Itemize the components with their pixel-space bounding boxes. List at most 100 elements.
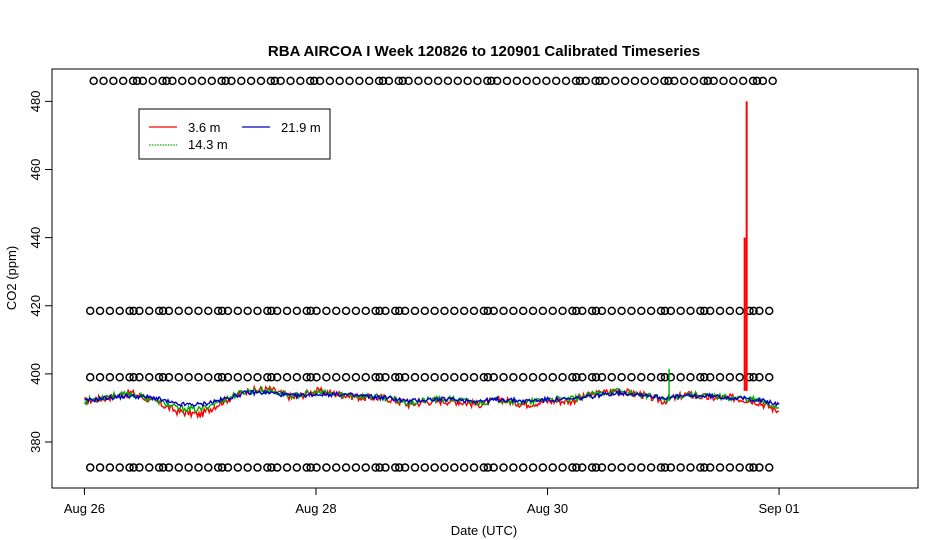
calibration-point <box>420 463 430 472</box>
calibration-point <box>351 463 361 472</box>
calibration-point <box>355 76 364 86</box>
calibration-point <box>115 373 124 382</box>
calibration-point <box>272 463 282 472</box>
calibration-point <box>748 76 758 86</box>
calibration-point <box>374 76 384 86</box>
calibration-point <box>483 76 492 86</box>
calibration-point <box>578 463 587 472</box>
calibration-row <box>89 76 777 86</box>
calibration-point <box>572 463 581 472</box>
calibration-point <box>528 463 538 472</box>
calibration-point <box>217 76 226 86</box>
calibration-point <box>145 306 154 316</box>
calibration-point <box>424 76 433 86</box>
calibration-point <box>381 306 390 316</box>
calibration-point <box>129 373 138 382</box>
calibration-point <box>597 306 607 316</box>
calibration-point <box>735 373 744 382</box>
calibration-point <box>305 76 315 86</box>
calibration-point <box>660 463 670 472</box>
calibration-row <box>85 306 774 316</box>
calibration-point <box>607 463 617 472</box>
calibration-point <box>558 306 567 316</box>
calibration-point <box>558 463 567 472</box>
calibration-point <box>221 76 230 86</box>
calibration-point <box>700 306 709 316</box>
calibration-point <box>479 373 489 382</box>
calibration-point <box>440 373 449 382</box>
calibration-point <box>213 463 223 472</box>
calibration-point <box>420 306 430 316</box>
calibration-point <box>627 463 636 472</box>
calibration-point <box>433 76 443 86</box>
series-lines <box>83 101 780 420</box>
calibration-point <box>630 76 640 86</box>
calibration-point <box>752 76 762 86</box>
calibration-point <box>204 306 213 316</box>
calibration-point <box>469 306 479 316</box>
calibration-point <box>676 373 685 382</box>
series-3-6m-line <box>84 384 780 420</box>
calibration-point <box>715 306 725 316</box>
calibration-point <box>561 76 571 86</box>
calibration-point <box>528 306 538 316</box>
calibration-point <box>528 373 538 382</box>
calibration-point <box>764 306 774 316</box>
calibration-point <box>184 463 193 472</box>
calibration-point <box>489 463 498 472</box>
calibration-point <box>125 306 134 316</box>
calibration-point <box>345 76 354 86</box>
calibration-point <box>306 373 315 382</box>
calibration-point <box>375 373 384 382</box>
calibration-point <box>398 76 407 86</box>
calibration-point <box>755 306 764 316</box>
calibration-point <box>263 306 272 316</box>
calibration-point <box>473 76 482 86</box>
calibration-point <box>204 373 213 382</box>
calibration-point <box>610 76 620 86</box>
calibration-point <box>414 76 423 86</box>
y-axis: 380 400 420 440 460 480 <box>28 91 53 453</box>
calibration-point <box>591 373 601 382</box>
calibration-point <box>162 76 171 86</box>
calibration-point <box>715 373 725 382</box>
calibration-point <box>538 306 548 316</box>
calibration-point <box>715 463 725 472</box>
calibration-point <box>115 463 124 472</box>
calibration-point <box>253 306 262 316</box>
calibration-point <box>705 306 715 316</box>
calibration-point <box>430 306 439 316</box>
calibration-point <box>267 373 276 382</box>
calibration-point <box>617 373 626 382</box>
calibration-point <box>627 306 636 316</box>
calibration-point <box>518 306 528 316</box>
calibration-point <box>440 306 449 316</box>
legend-box <box>138 108 331 160</box>
legend-label-3-6m: 3.6 m <box>188 120 221 135</box>
calibration-point <box>89 76 98 86</box>
calibration-point <box>322 306 331 316</box>
calibration-point <box>394 76 403 86</box>
y-tick-label: 460 <box>28 159 43 181</box>
calibration-point <box>243 463 252 472</box>
calibration-point <box>686 463 695 472</box>
calibration-point <box>410 463 420 472</box>
calibration-point <box>572 306 581 316</box>
calibration-point <box>568 463 577 472</box>
calibration-point <box>676 306 685 316</box>
calibration-point <box>749 463 758 472</box>
calibration-point <box>309 76 319 86</box>
calibration-point <box>223 373 233 382</box>
calibration-point <box>158 373 168 382</box>
calibration-point <box>686 373 695 382</box>
calibration-point <box>256 76 266 86</box>
calibration-point <box>440 463 449 472</box>
calibration-point <box>499 373 508 382</box>
calibration-point <box>95 306 105 316</box>
calibration-point <box>548 373 557 382</box>
calibration-point <box>607 373 617 382</box>
calibration-point <box>738 76 748 86</box>
y-axis-label: CO2 (ppm) <box>4 246 19 310</box>
calibration-point <box>575 76 585 86</box>
calibration-point <box>696 463 705 472</box>
